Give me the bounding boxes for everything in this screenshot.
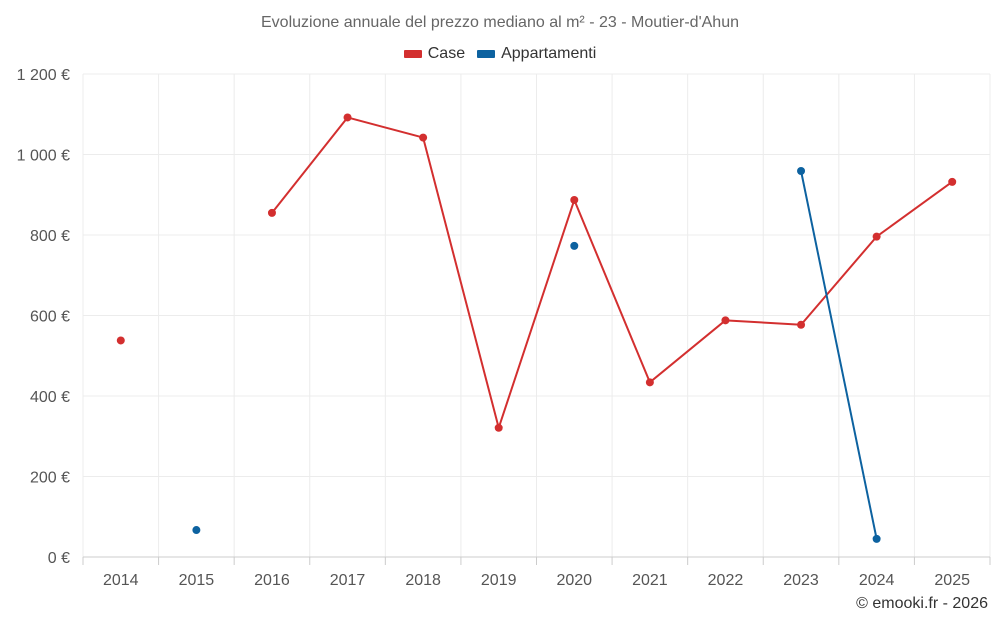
x-tick-label: 2014 [103,572,139,589]
data-point-appartamenti [797,167,806,176]
data-point-appartamenti [192,526,201,535]
data-point-case [343,113,352,122]
legend-item-appartamenti[interactable]: Appartamenti [477,45,596,63]
y-tick-label: 600 € [30,309,70,326]
series-line-case [270,116,349,214]
x-tick-label: 2021 [632,572,668,589]
legend-swatch-appartamenti [477,50,496,58]
x-tick-label: 2018 [405,572,441,589]
data-point-case [948,177,957,186]
data-point-case [721,316,730,325]
legend-item-case[interactable]: Case [403,45,466,63]
data-point-case [797,320,806,329]
data-point-case [872,232,881,241]
data-point-appartamenti [872,534,881,543]
x-tick-label: 2022 [708,572,744,589]
y-tick-label: 400 € [30,389,70,406]
series-line-case [800,235,878,326]
data-point-case [494,423,503,432]
series-line-case [648,319,727,384]
series-line-case [875,180,954,238]
data-point-case [116,336,125,345]
data-point-case [570,195,579,204]
y-tick-label: 800 € [30,228,70,245]
credit-text: © emooki.fr - 2026 [856,595,988,612]
series-line-case [422,136,500,429]
data-point-case [267,208,276,217]
data-point-appartamenti [570,241,579,250]
y-tick-label: 1 200 € [17,67,70,84]
x-tick-label: 2016 [254,572,290,589]
y-tick-label: 200 € [30,470,70,487]
x-tick-label: 2019 [481,572,517,589]
data-point-case [419,133,428,142]
chart-legend: Case Appartamenti [0,45,1000,63]
y-tick-label: 1 000 € [17,148,70,165]
series-line-case [573,198,651,384]
x-tick-label: 2020 [556,572,592,589]
legend-label-case: Case [427,45,466,62]
data-point-case [645,378,654,387]
x-tick-label: 2015 [179,572,215,589]
series-line-case [724,319,803,326]
x-tick-label: 2024 [859,572,895,589]
chart-title: Evoluzione annuale del prezzo mediano al… [261,14,739,31]
y-tick-label: 0 € [48,550,70,567]
x-tick-label: 2023 [783,572,819,589]
series-line-appartamenti [800,170,878,540]
series-line-case [346,116,425,139]
series-line-case [497,198,576,429]
x-tick-label: 2017 [330,572,366,589]
x-tick-label: 2025 [934,572,970,589]
legend-swatch-case [403,50,422,58]
legend-label-appartamenti: Appartamenti [501,45,597,62]
